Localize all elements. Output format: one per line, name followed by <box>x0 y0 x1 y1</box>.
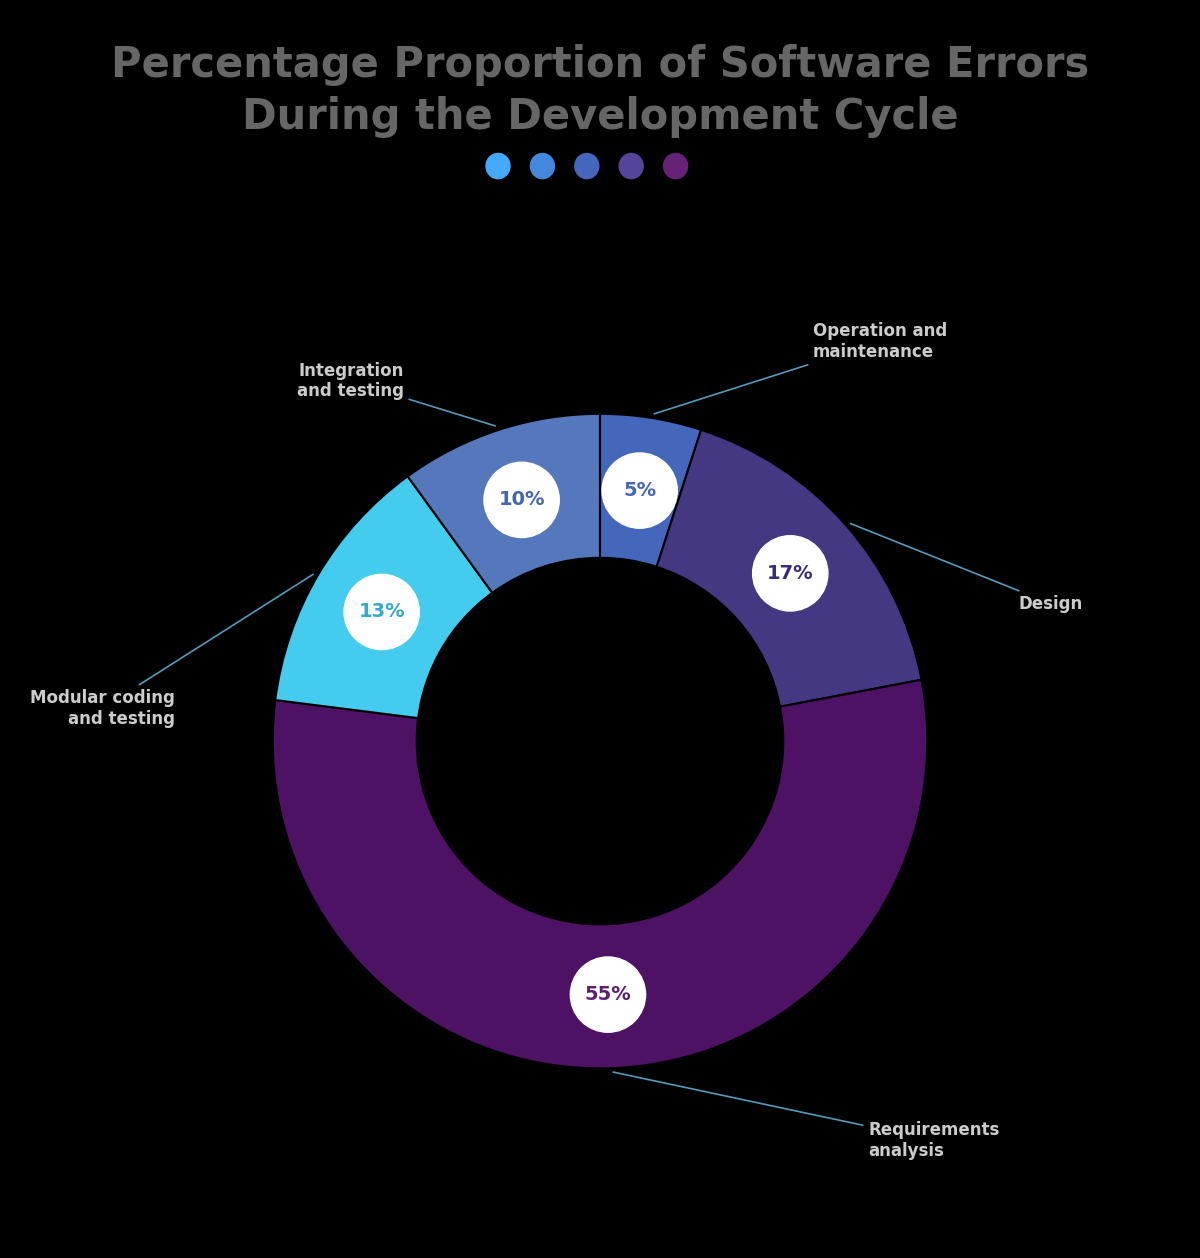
Text: 55%: 55% <box>584 985 631 1004</box>
Text: Design: Design <box>851 523 1084 613</box>
Wedge shape <box>656 430 922 707</box>
Circle shape <box>752 536 828 611</box>
Text: 13%: 13% <box>359 603 404 621</box>
Wedge shape <box>408 414 600 593</box>
Wedge shape <box>275 477 492 718</box>
Text: 5%: 5% <box>623 481 656 501</box>
Text: Modular coding
and testing: Modular coding and testing <box>30 575 313 728</box>
Circle shape <box>570 957 646 1033</box>
Circle shape <box>344 575 419 649</box>
Text: Percentage Proportion of Software Errors
During the Development Cycle: Percentage Proportion of Software Errors… <box>110 44 1090 138</box>
Text: 10%: 10% <box>498 491 545 509</box>
Circle shape <box>602 453 677 528</box>
Wedge shape <box>600 414 701 567</box>
Text: Requirements
analysis: Requirements analysis <box>613 1072 1000 1160</box>
Wedge shape <box>272 679 928 1068</box>
Text: Integration
and testing: Integration and testing <box>296 362 496 426</box>
Text: 17%: 17% <box>767 564 814 582</box>
Circle shape <box>484 462 559 537</box>
Text: Operation and
maintenance: Operation and maintenance <box>654 322 947 414</box>
